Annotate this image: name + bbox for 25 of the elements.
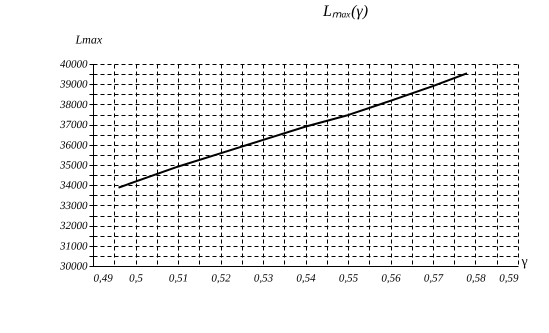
x-tick-label: 0,52 bbox=[211, 272, 232, 284]
y-tick-label: 32000 bbox=[59, 220, 88, 232]
y-tick-label: 38000 bbox=[59, 98, 88, 111]
x-tick-label: 0,51 bbox=[168, 272, 188, 284]
x-tick-label: 0,5 bbox=[129, 272, 144, 284]
y-tick-label: 36000 bbox=[59, 139, 88, 152]
x-tick-label: 0,49 bbox=[94, 272, 114, 284]
y-tick-label: 39000 bbox=[59, 78, 88, 91]
y-tick-label: 30000 bbox=[59, 260, 88, 272]
y-tick-label: 40000 bbox=[60, 58, 88, 70]
y-tick-label: 34000 bbox=[59, 180, 88, 192]
x-tick-label: 0,59 bbox=[499, 272, 519, 284]
x-tick-label: 0,57 bbox=[424, 272, 444, 284]
x-tick-label: 0,53 bbox=[254, 272, 274, 284]
y-tick-label: 33000 bbox=[59, 200, 88, 212]
y-tick-label: 31000 bbox=[59, 240, 88, 252]
y-tick-label: 35000 bbox=[59, 160, 88, 172]
y-axis-title: Lmax bbox=[74, 32, 103, 46]
chart-title: Lₘₐₓ(γ) bbox=[322, 3, 368, 20]
x-tick-label: 0,56 bbox=[381, 272, 402, 284]
y-tick-label: 37000 bbox=[59, 119, 88, 132]
x-tick-label: 0,54 bbox=[296, 272, 316, 284]
x-tick-label: 0,55 bbox=[338, 272, 359, 284]
x-axis-title: γ bbox=[520, 254, 528, 270]
x-tick-label: 0,58 bbox=[466, 272, 486, 284]
